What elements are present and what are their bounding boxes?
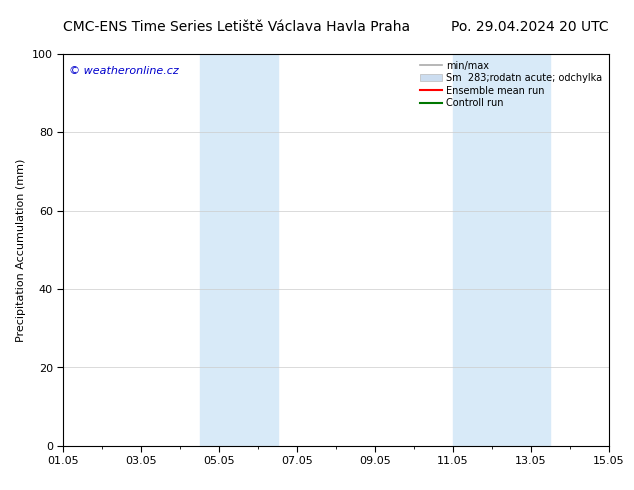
- Text: Po. 29.04.2024 20 UTC: Po. 29.04.2024 20 UTC: [451, 20, 609, 34]
- Legend: min/max, Sm  283;rodatn acute; odchylka, Ensemble mean run, Controll run: min/max, Sm 283;rodatn acute; odchylka, …: [418, 59, 604, 110]
- Y-axis label: Precipitation Accumulation (mm): Precipitation Accumulation (mm): [16, 158, 27, 342]
- Bar: [238, 54, 278, 446]
- Bar: [200, 54, 238, 446]
- Text: © weatheronline.cz: © weatheronline.cz: [69, 66, 179, 75]
- Bar: [453, 54, 492, 446]
- Bar: [492, 54, 550, 446]
- Text: CMC-ENS Time Series Letiště Václava Havla Praha: CMC-ENS Time Series Letiště Václava Havl…: [63, 20, 411, 34]
